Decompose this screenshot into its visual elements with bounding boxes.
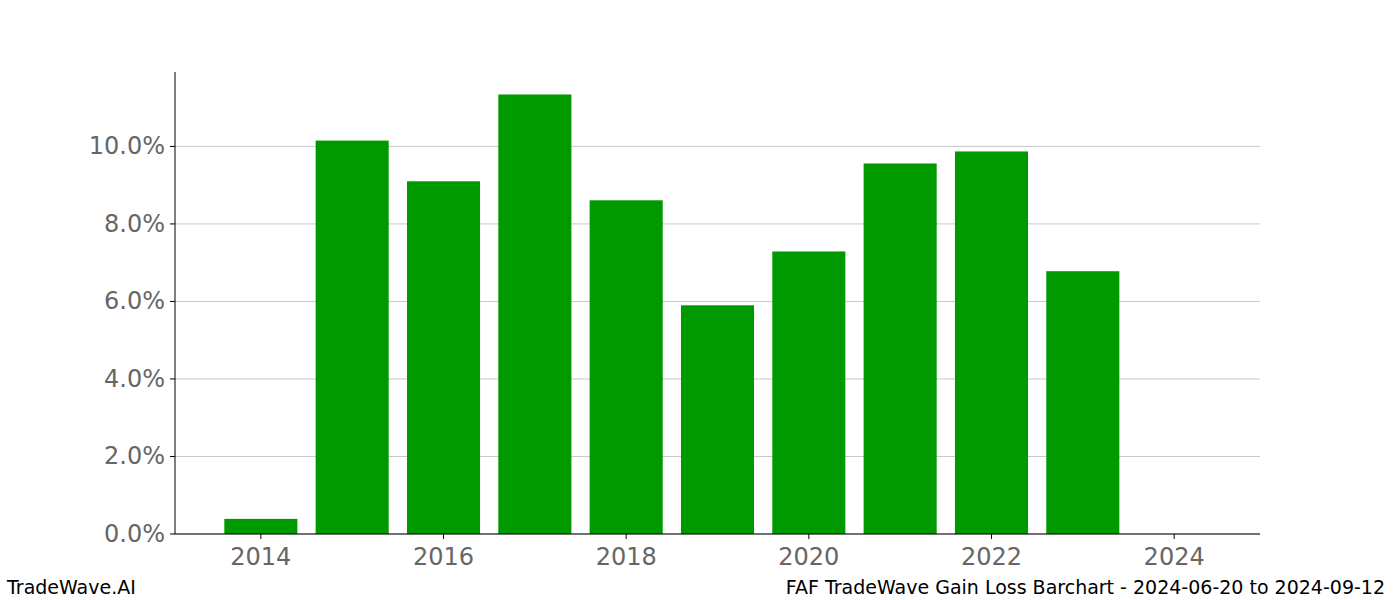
y-tick-label: 8.0% — [104, 210, 165, 238]
y-tick — [170, 534, 175, 535]
title: FAF TradeWave Gain Loss Barchart - 2024-… — [786, 576, 1385, 598]
y-tick — [170, 378, 175, 379]
bar — [316, 141, 389, 534]
y-tick-label: 6.0% — [104, 287, 165, 315]
x-tick-label: 2020 — [778, 543, 839, 571]
bar — [407, 181, 480, 534]
x-tick — [260, 534, 261, 539]
chart: 0.0% 2.0% 4.0% 6.0% 8.0% 10.0% 2014 2016 2018 202… — [0, 0, 1400, 600]
bar — [590, 200, 663, 534]
bar — [498, 94, 571, 534]
x-tick-label: 2014 — [230, 543, 291, 571]
y-axis-line — [175, 72, 176, 534]
bar — [772, 251, 845, 534]
x-axis-line — [175, 534, 1260, 535]
x-tick-label: 2024 — [1144, 543, 1205, 571]
x-tick — [991, 534, 992, 539]
bar — [681, 305, 754, 534]
x-tick — [443, 534, 444, 539]
y-tick — [170, 456, 175, 457]
y-tick-label: 0.0% — [104, 520, 165, 548]
x-tick-label: 2022 — [961, 543, 1022, 571]
bar — [224, 519, 297, 534]
y-tick — [170, 223, 175, 224]
x-tick — [808, 534, 809, 539]
watermark: TradeWave.AI — [6, 576, 136, 598]
bar — [864, 163, 937, 534]
background — [0, 0, 1400, 600]
bar — [1046, 271, 1119, 534]
x-tick-label: 2016 — [413, 543, 474, 571]
x-tick — [626, 534, 627, 539]
bars — [224, 94, 1119, 534]
y-tick — [170, 301, 175, 302]
y-tick-label: 10.0% — [89, 132, 165, 160]
y-tick-label: 2.0% — [104, 442, 165, 470]
x-tick-label: 2018 — [596, 543, 657, 571]
grid-line — [175, 534, 1260, 535]
y-tick — [170, 146, 175, 147]
x-tick — [1174, 534, 1175, 539]
bar — [955, 151, 1028, 534]
y-tick-label: 4.0% — [104, 365, 165, 393]
